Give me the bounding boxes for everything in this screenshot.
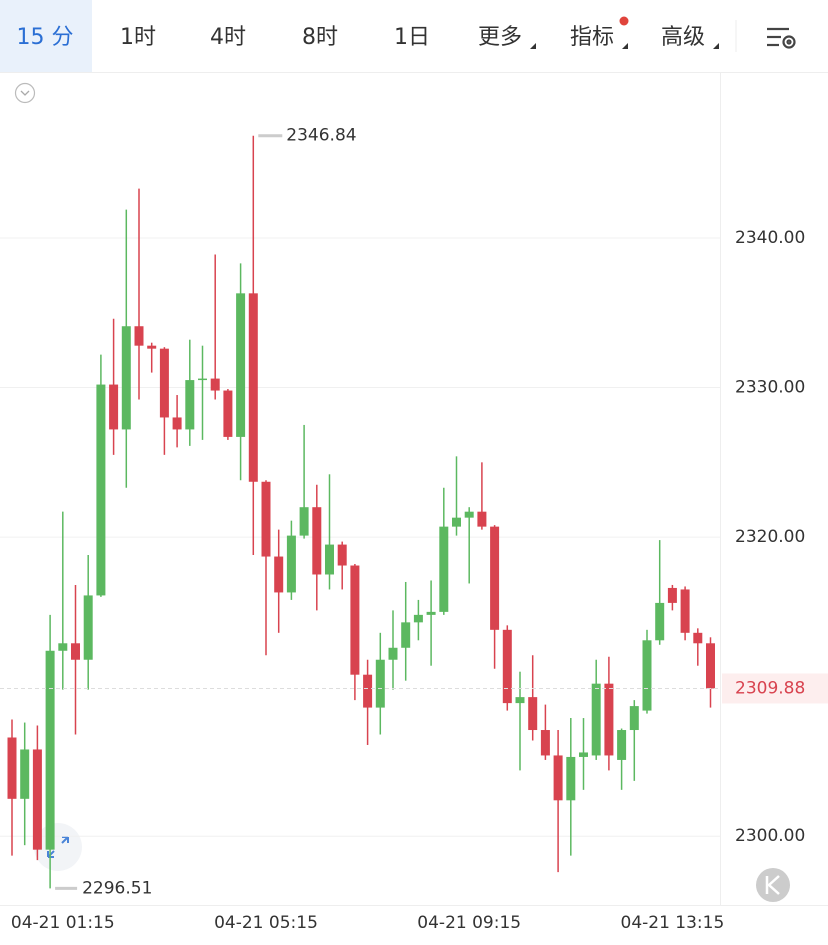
candle-body — [134, 326, 144, 346]
candle-body — [693, 632, 703, 644]
candle-body — [337, 544, 347, 566]
candle-body — [540, 730, 550, 756]
candle-body — [363, 674, 373, 708]
notice-dot — [619, 16, 629, 26]
k-button[interactable] — [756, 868, 790, 902]
candle-body — [655, 602, 665, 641]
candle-body — [528, 697, 538, 731]
candle-body — [32, 749, 42, 850]
candle-body — [159, 348, 169, 418]
tab[interactable]: 高级 — [661, 25, 705, 50]
candle-body — [121, 326, 131, 430]
last-price-bg — [722, 673, 828, 704]
tab[interactable]: 8时 — [302, 25, 338, 50]
candle-body — [401, 622, 411, 648]
candle-body — [350, 565, 360, 675]
candle-body — [502, 629, 512, 704]
candle-body — [198, 378, 207, 381]
candle-body — [261, 481, 271, 557]
candle-body — [617, 730, 627, 760]
x-tick-label: 04-21 05:15 — [214, 913, 318, 933]
y-tick-label: 2320.00 — [735, 527, 805, 547]
candle-body — [83, 595, 93, 660]
candle-body — [388, 647, 398, 660]
candle-body — [706, 643, 715, 689]
x-tick-label: 04-21 01:15 — [11, 913, 115, 933]
last-price-label: 2309.88 — [735, 678, 805, 698]
candle-body — [58, 643, 68, 651]
candle-body — [236, 293, 246, 437]
candle-body — [185, 380, 195, 430]
candle-body — [579, 752, 588, 757]
dropdown-triangle — [622, 43, 628, 49]
candle-body — [464, 511, 474, 518]
candle-body — [147, 345, 157, 349]
candle-body — [667, 587, 677, 603]
candle-body — [591, 683, 601, 756]
candle-body — [680, 589, 690, 633]
candle-body — [490, 526, 500, 630]
dropdown-triangle — [530, 43, 536, 49]
y-tick-label: 2340.00 — [735, 228, 805, 248]
x-tick-label: 04-21 13:15 — [621, 913, 725, 933]
candle-body — [274, 556, 284, 593]
candle-body — [71, 643, 80, 660]
candle-body — [286, 535, 296, 593]
candle-body — [210, 378, 220, 391]
settings-icon[interactable] — [767, 27, 796, 49]
tab[interactable]: 1时 — [120, 25, 156, 50]
tab[interactable]: 15 分 — [17, 25, 74, 50]
x-tick-label: 04-21 09:15 — [417, 913, 521, 933]
candle-body — [299, 507, 309, 536]
candle-body — [312, 507, 322, 575]
candle-body — [375, 659, 385, 708]
candle-body — [7, 737, 17, 799]
candle-body — [223, 390, 233, 437]
tab[interactable]: 4时 — [210, 25, 246, 50]
candle-body — [248, 293, 258, 482]
min-label: 2296.51 — [82, 878, 152, 898]
candle-body — [566, 756, 576, 801]
active-tab-bg — [0, 0, 92, 72]
candle-body — [642, 640, 652, 711]
max-label: 2346.84 — [286, 126, 356, 146]
candle-body — [553, 755, 563, 801]
candle-body — [45, 650, 55, 850]
collapse-button[interactable] — [14, 82, 36, 104]
tab[interactable]: 1日 — [394, 25, 430, 50]
candle-body — [426, 611, 436, 615]
y-tick-label: 2330.00 — [735, 378, 805, 398]
candle-body — [452, 517, 461, 527]
dropdown-triangle — [713, 43, 719, 49]
y-tick-label: 2300.00 — [735, 826, 805, 846]
candle-body — [172, 417, 182, 430]
candle-body — [477, 511, 487, 527]
candle-body — [604, 683, 614, 756]
candle-body — [109, 384, 119, 430]
tab[interactable]: 指标 — [570, 25, 614, 50]
candle-body — [20, 749, 30, 799]
candle-body — [439, 526, 449, 612]
candle-body — [96, 384, 106, 596]
candle-body — [325, 544, 334, 575]
candle-body — [629, 706, 639, 731]
candle-body — [515, 697, 525, 704]
candle-body — [413, 614, 423, 623]
tab[interactable]: 更多 — [478, 25, 522, 50]
